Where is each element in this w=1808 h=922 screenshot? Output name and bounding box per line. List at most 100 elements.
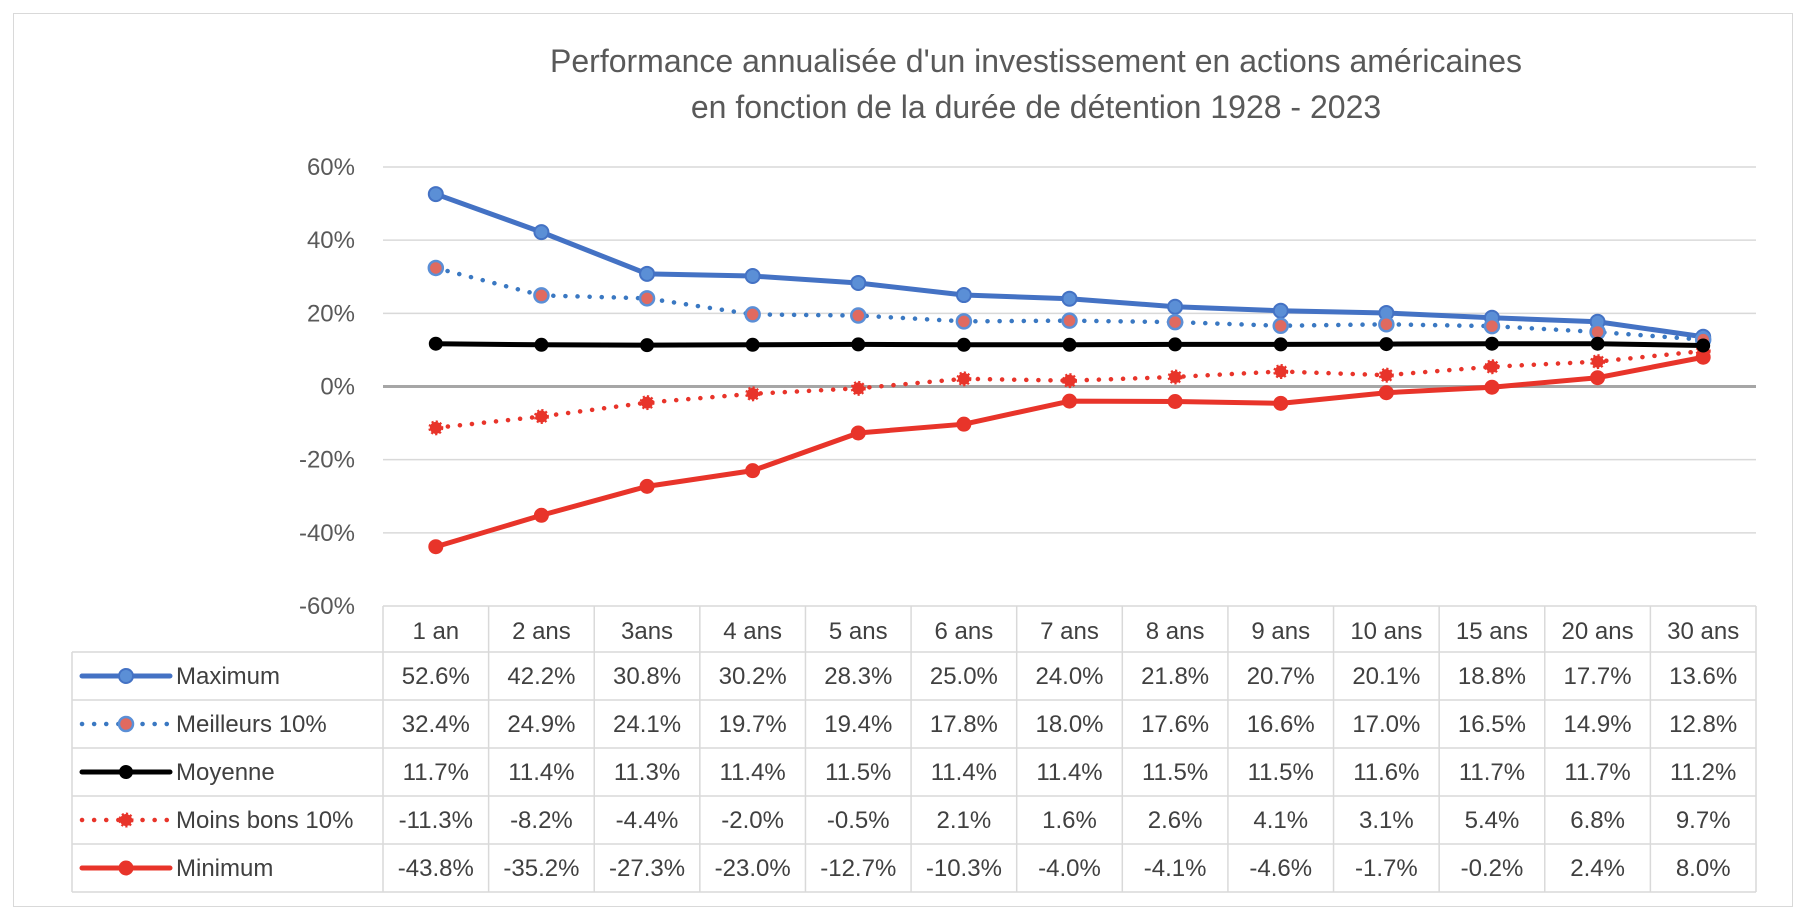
table-cell: -12.7% xyxy=(820,855,896,882)
table-cell: 17.8% xyxy=(930,711,998,738)
data-point xyxy=(1167,393,1183,409)
table-cell: 18.0% xyxy=(1035,711,1103,738)
data-point xyxy=(955,287,972,304)
data-point xyxy=(1484,359,1500,375)
category-label: 1 an xyxy=(412,618,459,645)
legend-marker xyxy=(118,812,134,828)
table-cell: 11.5% xyxy=(825,759,891,786)
legend-key xyxy=(79,860,173,876)
data-point xyxy=(955,313,973,330)
series-3 xyxy=(428,343,1711,436)
data-point xyxy=(1696,338,1711,353)
table-cell: 19.4% xyxy=(824,711,892,738)
data-point xyxy=(1167,369,1183,385)
chart-subtitle: en fonction de la durée de détention 192… xyxy=(691,89,1381,125)
table-cell: -35.2% xyxy=(503,855,579,882)
table-cell: -0.2% xyxy=(1461,855,1524,882)
table-cell: -43.8% xyxy=(398,855,474,882)
table-cell: 11.4% xyxy=(508,759,574,786)
data-point xyxy=(1273,364,1289,380)
data-point xyxy=(1168,337,1183,352)
table-cell: 11.4% xyxy=(720,759,786,786)
table-cell: 14.9% xyxy=(1564,711,1632,738)
table-cell: 2.1% xyxy=(937,807,992,834)
data-point xyxy=(1378,316,1395,333)
legend-key xyxy=(79,765,173,779)
category-label: 30 ans xyxy=(1667,618,1739,645)
category-label: 8 ans xyxy=(1146,618,1205,645)
data-point xyxy=(533,408,549,424)
table-cell: 2.4% xyxy=(1570,855,1625,882)
table-cell: -8.2% xyxy=(510,807,573,834)
table-cell: 5.4% xyxy=(1465,807,1520,834)
data-point xyxy=(1484,336,1499,351)
legend-key xyxy=(79,715,173,733)
category-label: 10 ans xyxy=(1350,618,1422,645)
category-label: 6 ans xyxy=(935,618,994,645)
table-cell: 9.7% xyxy=(1676,807,1731,834)
data-point xyxy=(427,186,444,203)
data-point xyxy=(745,337,760,352)
category-label: 15 ans xyxy=(1456,618,1528,645)
table-cell: 11.2% xyxy=(1670,759,1736,786)
data-point xyxy=(1272,317,1289,335)
category-label: 7 ans xyxy=(1040,618,1099,645)
data-point xyxy=(1590,354,1606,370)
table-cell: -10.3% xyxy=(926,855,1002,882)
table-cell: 20.1% xyxy=(1352,663,1420,690)
legend-label: Moyenne xyxy=(176,759,275,786)
category-label: 20 ans xyxy=(1562,618,1634,645)
data-point xyxy=(850,307,867,324)
series-2 xyxy=(428,336,1711,353)
data-point xyxy=(1590,336,1605,351)
table-cell: 30.2% xyxy=(719,663,787,690)
category-label: 9 ans xyxy=(1251,618,1310,645)
data-point xyxy=(1484,379,1500,395)
table-cell: 16.6% xyxy=(1247,711,1315,738)
data-point xyxy=(851,337,866,352)
table-cell: 21.8% xyxy=(1141,663,1209,690)
series-0 xyxy=(427,186,1712,345)
legend-label: Moins bons 10% xyxy=(176,807,353,834)
y-tick-label: 60% xyxy=(307,154,355,181)
table-cell: 52.6% xyxy=(402,663,470,690)
data-point xyxy=(744,306,761,323)
data-point xyxy=(639,265,656,282)
table-cell: 25.0% xyxy=(930,663,998,690)
data-table: 1 an 2 ans 3ans 4 ans 5 ans 6 ans 7 ans 8 ans 9 … xyxy=(71,605,1757,893)
table-cell: 30.8% xyxy=(613,663,681,690)
data-point xyxy=(1167,298,1184,315)
data-point xyxy=(1272,302,1289,319)
y-tick-label: -20% xyxy=(299,447,355,474)
table-cell: -23.0% xyxy=(715,855,791,882)
data-point xyxy=(638,290,656,307)
table-cell: 11.6% xyxy=(1353,759,1419,786)
legend-label: Meilleurs 10% xyxy=(176,711,327,738)
legend-marker xyxy=(118,668,134,684)
data-point xyxy=(427,259,445,277)
table-cell: 17.7% xyxy=(1564,663,1632,690)
table-cell: 11.7% xyxy=(403,759,469,786)
data-point xyxy=(640,338,655,353)
table-cell: -4.0% xyxy=(1038,855,1101,882)
data-point xyxy=(428,336,443,351)
y-tick-label: 0% xyxy=(320,374,355,401)
data-point xyxy=(850,425,866,441)
category-label: 2 ans xyxy=(512,618,571,645)
table-cell: 17.0% xyxy=(1352,711,1420,738)
y-tick-label: -40% xyxy=(299,520,355,547)
table-cell: 42.2% xyxy=(507,663,575,690)
table-cell: 24.9% xyxy=(507,711,575,738)
table-cell: 24.0% xyxy=(1035,663,1103,690)
table-cell: 16.5% xyxy=(1458,711,1526,738)
series-lines xyxy=(427,186,1712,555)
table-cell: 11.3% xyxy=(614,759,680,786)
data-point xyxy=(1061,312,1078,329)
data-point xyxy=(1590,370,1606,386)
table-cell: 17.6% xyxy=(1141,711,1209,738)
y-tick-label: 40% xyxy=(307,227,355,254)
table-cell: 8.0% xyxy=(1676,855,1731,882)
table-cell: -27.3% xyxy=(609,855,685,882)
data-point xyxy=(745,386,761,402)
